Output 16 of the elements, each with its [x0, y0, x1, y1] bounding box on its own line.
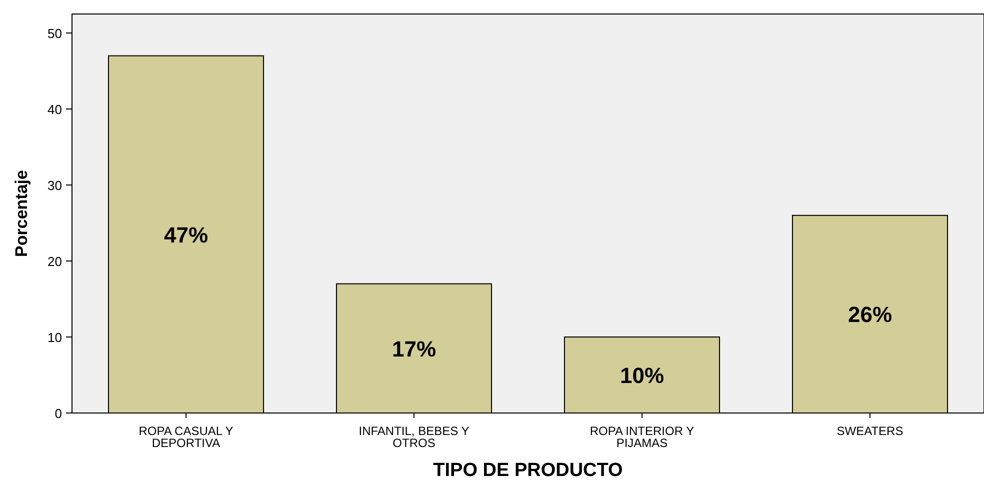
x-axis-title: TIPO DE PRODUCTO — [433, 460, 623, 480]
data-label: 26% — [848, 302, 892, 328]
data-label: 47% — [164, 222, 208, 248]
x-tick-label: INFANTIL, BEBES Y OTROS — [358, 424, 470, 450]
data-label: 17% — [392, 336, 436, 362]
y-tick-label: 30 — [48, 178, 62, 193]
y-tick-label: 0 — [54, 406, 62, 421]
y-tick-label: 20 — [48, 254, 62, 269]
y-tick-label: 10 — [48, 330, 62, 345]
y-axis-title: Porcentaje — [12, 170, 31, 257]
x-tick-label: ROPA INTERIOR Y PIJAMAS — [590, 424, 694, 450]
data-label: 10% — [620, 363, 664, 388]
y-tick-label: 40 — [48, 102, 62, 117]
x-tick-label: SWEATERS — [836, 424, 904, 438]
y-tick-label: 50 — [48, 26, 62, 41]
x-tick-label: ROPA CASUAL Y DEPORTIVA — [138, 424, 234, 450]
